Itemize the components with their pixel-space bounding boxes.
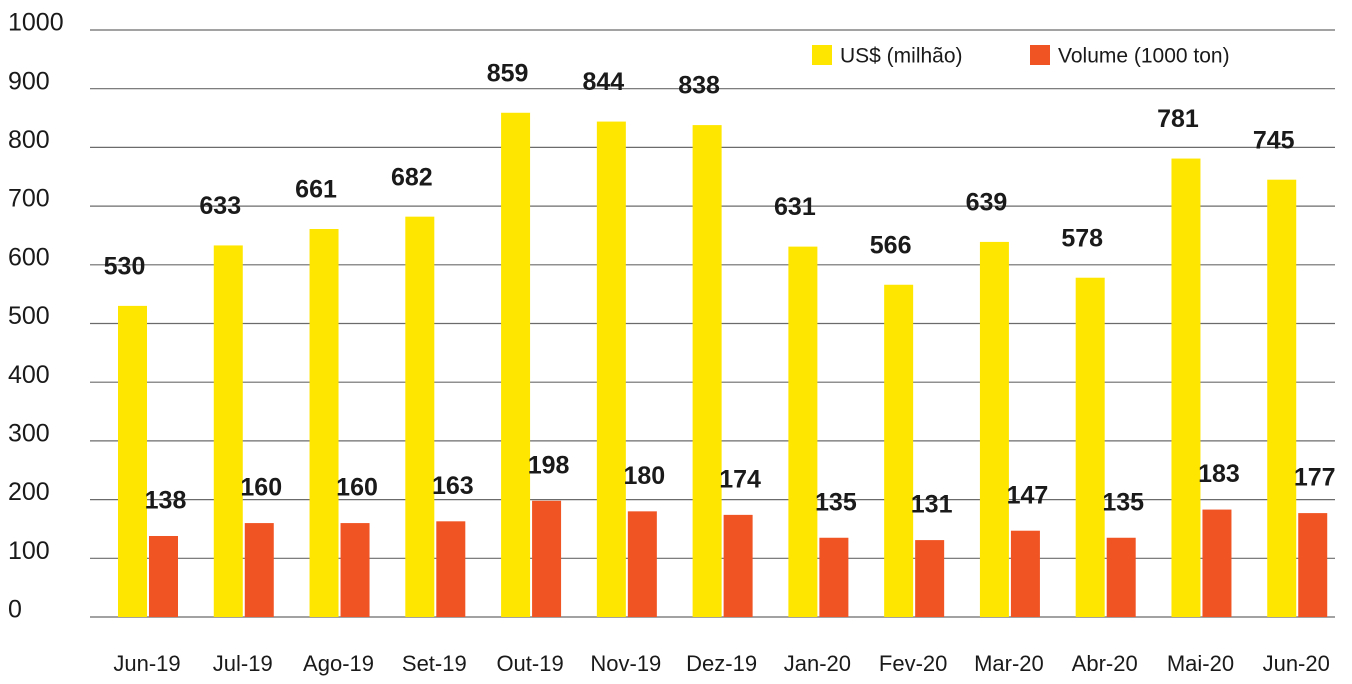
value-label: 174 [719, 465, 761, 493]
value-label: 745 [1253, 126, 1295, 154]
bar [627, 511, 657, 617]
value-label: 631 [774, 193, 816, 221]
bar [1298, 513, 1328, 617]
bar [1106, 537, 1136, 617]
bar [244, 523, 274, 617]
value-label: 180 [623, 462, 665, 490]
value-label: 135 [815, 488, 857, 516]
bar [532, 500, 562, 617]
x-tick-label: Jan-20 [784, 651, 851, 676]
value-label: 859 [487, 59, 529, 87]
y-tick-label: 100 [8, 537, 50, 565]
y-tick-label: 700 [8, 185, 50, 213]
value-label: 160 [336, 474, 378, 502]
legend-swatch [812, 45, 832, 65]
y-tick-label: 900 [8, 67, 50, 95]
value-label: 578 [1061, 224, 1103, 252]
value-label: 147 [1007, 481, 1049, 509]
bar [405, 216, 435, 617]
x-tick-label: Out-19 [496, 651, 563, 676]
y-tick-label: 600 [8, 243, 50, 271]
x-tick-label: Ago-19 [303, 651, 374, 676]
value-label: 661 [295, 176, 337, 204]
legend-swatch [1030, 45, 1050, 65]
bar [884, 284, 914, 617]
y-tick-label: 200 [8, 478, 50, 506]
y-tick-label: 500 [8, 302, 50, 330]
x-tick-label: Mai-20 [1167, 651, 1234, 676]
bar [1171, 158, 1201, 618]
y-tick-label: 1000 [8, 9, 64, 37]
value-label: 163 [432, 472, 474, 500]
bar [1075, 277, 1105, 617]
value-label: 566 [870, 231, 912, 259]
bar [149, 535, 178, 617]
legend-label: Volume (1000 ton) [1058, 45, 1230, 68]
value-label: 633 [199, 192, 241, 220]
bar [1267, 179, 1297, 617]
bar [118, 305, 147, 617]
x-tick-label: Jun-20 [1263, 651, 1330, 676]
bar [915, 540, 945, 617]
x-tick-label: Jun-19 [113, 651, 180, 676]
bar [340, 523, 370, 617]
value-label: 160 [240, 474, 282, 502]
x-tick-label: Fev-20 [879, 651, 947, 676]
y-tick-label: 400 [8, 361, 50, 389]
bar [979, 241, 1009, 618]
value-label: 781 [1157, 105, 1199, 133]
x-tick-label: Jul-19 [213, 651, 273, 676]
x-tick-label: Dez-19 [686, 651, 757, 676]
y-tick-label: 800 [8, 126, 50, 154]
value-label: 639 [966, 189, 1008, 217]
value-label: 138 [145, 487, 187, 515]
value-label: 530 [104, 252, 146, 280]
bar [213, 245, 243, 617]
bar [501, 112, 531, 617]
value-label: 135 [1102, 488, 1144, 516]
x-tick-label: Set-19 [402, 651, 467, 676]
value-label: 838 [678, 72, 720, 100]
value-label: 183 [1198, 460, 1240, 488]
bar [436, 521, 466, 617]
value-label: 198 [528, 451, 570, 479]
x-tick-label: Abr-20 [1072, 651, 1138, 676]
legend-label: US$ (milhão) [840, 45, 963, 68]
bar [1010, 530, 1040, 617]
value-label: 131 [911, 491, 953, 519]
bar [309, 228, 339, 618]
bar [692, 125, 722, 618]
value-label: 682 [391, 163, 433, 191]
value-label: 177 [1294, 464, 1336, 492]
bar [819, 537, 849, 617]
x-tick-label: Mar-20 [974, 651, 1044, 676]
bar [1202, 509, 1232, 617]
y-tick-label: 300 [8, 420, 50, 448]
bar [788, 246, 818, 617]
value-label: 844 [582, 68, 624, 96]
bar [596, 121, 626, 618]
bar [723, 514, 753, 617]
y-tick-label: 0 [8, 596, 22, 624]
x-tick-label: Nov-19 [590, 651, 661, 676]
